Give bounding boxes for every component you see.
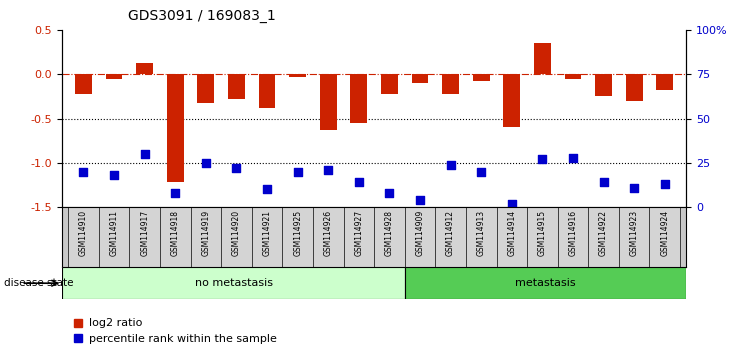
Text: GSM114925: GSM114925 [293, 210, 302, 256]
Text: GSM114917: GSM114917 [140, 210, 149, 256]
Bar [167, 74, 184, 182]
Bar [595, 74, 612, 96]
Point [598, 179, 610, 185]
Bar [404, 207, 435, 267]
Point [567, 155, 579, 160]
Text: no metastasis: no metastasis [195, 278, 273, 288]
Text: GSM114914: GSM114914 [507, 210, 516, 256]
Text: GSM114909: GSM114909 [415, 210, 425, 256]
Text: GSM114916: GSM114916 [569, 210, 577, 256]
Text: GSM114910: GSM114910 [79, 210, 88, 256]
Text: metastasis: metastasis [515, 278, 576, 288]
Text: GDS3091 / 169083_1: GDS3091 / 169083_1 [128, 9, 275, 23]
Bar [588, 207, 619, 267]
Point [77, 169, 89, 175]
Text: disease state: disease state [4, 278, 73, 288]
Bar [350, 74, 367, 123]
Bar [252, 207, 283, 267]
Text: GSM114923: GSM114923 [630, 210, 639, 256]
Bar [442, 74, 459, 94]
Point [139, 151, 150, 157]
Bar [435, 207, 466, 267]
Bar [619, 207, 650, 267]
Bar [258, 74, 275, 108]
Bar [656, 74, 673, 90]
Bar [381, 74, 398, 94]
Text: GSM114912: GSM114912 [446, 210, 455, 256]
Text: GSM114921: GSM114921 [263, 210, 272, 256]
Bar [534, 43, 551, 74]
Bar [62, 267, 405, 299]
Bar [221, 207, 252, 267]
Text: GSM114926: GSM114926 [323, 210, 333, 256]
Bar [137, 63, 153, 74]
Point [475, 169, 487, 175]
Bar [197, 74, 215, 103]
Point [292, 169, 304, 175]
Text: GSM114918: GSM114918 [171, 210, 180, 256]
Text: GSM114911: GSM114911 [110, 210, 118, 256]
Point [353, 179, 365, 185]
Bar [564, 74, 581, 79]
Bar [283, 207, 313, 267]
Point [659, 181, 671, 187]
Bar [626, 74, 642, 101]
Point [200, 160, 212, 166]
Bar [412, 74, 429, 83]
Bar [473, 74, 490, 81]
Point [108, 172, 120, 178]
Bar [75, 74, 92, 94]
Text: GSM114922: GSM114922 [599, 210, 608, 256]
Bar [160, 207, 191, 267]
Bar [496, 207, 527, 267]
Bar [289, 74, 306, 77]
Point [231, 165, 242, 171]
Point [445, 162, 456, 167]
Point [261, 187, 273, 192]
Bar [99, 207, 129, 267]
Point [537, 156, 548, 162]
Bar [558, 207, 588, 267]
Point [169, 190, 181, 196]
Text: GSM114919: GSM114919 [201, 210, 210, 256]
Text: GSM114915: GSM114915 [538, 210, 547, 256]
Bar [374, 207, 404, 267]
Bar [106, 74, 123, 79]
Bar [313, 207, 344, 267]
Bar [68, 207, 99, 267]
Text: GSM114927: GSM114927 [354, 210, 364, 256]
Bar [320, 74, 337, 130]
Point [383, 190, 395, 196]
Bar [191, 207, 221, 267]
Bar [527, 207, 558, 267]
Point [323, 167, 334, 173]
Point [414, 197, 426, 203]
Text: GSM114928: GSM114928 [385, 210, 394, 256]
Point [506, 201, 518, 206]
Text: GSM114924: GSM114924 [660, 210, 669, 256]
Bar [504, 74, 520, 127]
Bar [466, 207, 496, 267]
Bar [344, 207, 374, 267]
Text: GSM114913: GSM114913 [477, 210, 485, 256]
Bar [129, 207, 160, 267]
Text: GSM114920: GSM114920 [232, 210, 241, 256]
Bar [405, 267, 686, 299]
Bar [228, 74, 245, 99]
Point [629, 185, 640, 190]
Bar [650, 207, 680, 267]
Legend: log2 ratio, percentile rank within the sample: log2 ratio, percentile rank within the s… [68, 314, 281, 348]
